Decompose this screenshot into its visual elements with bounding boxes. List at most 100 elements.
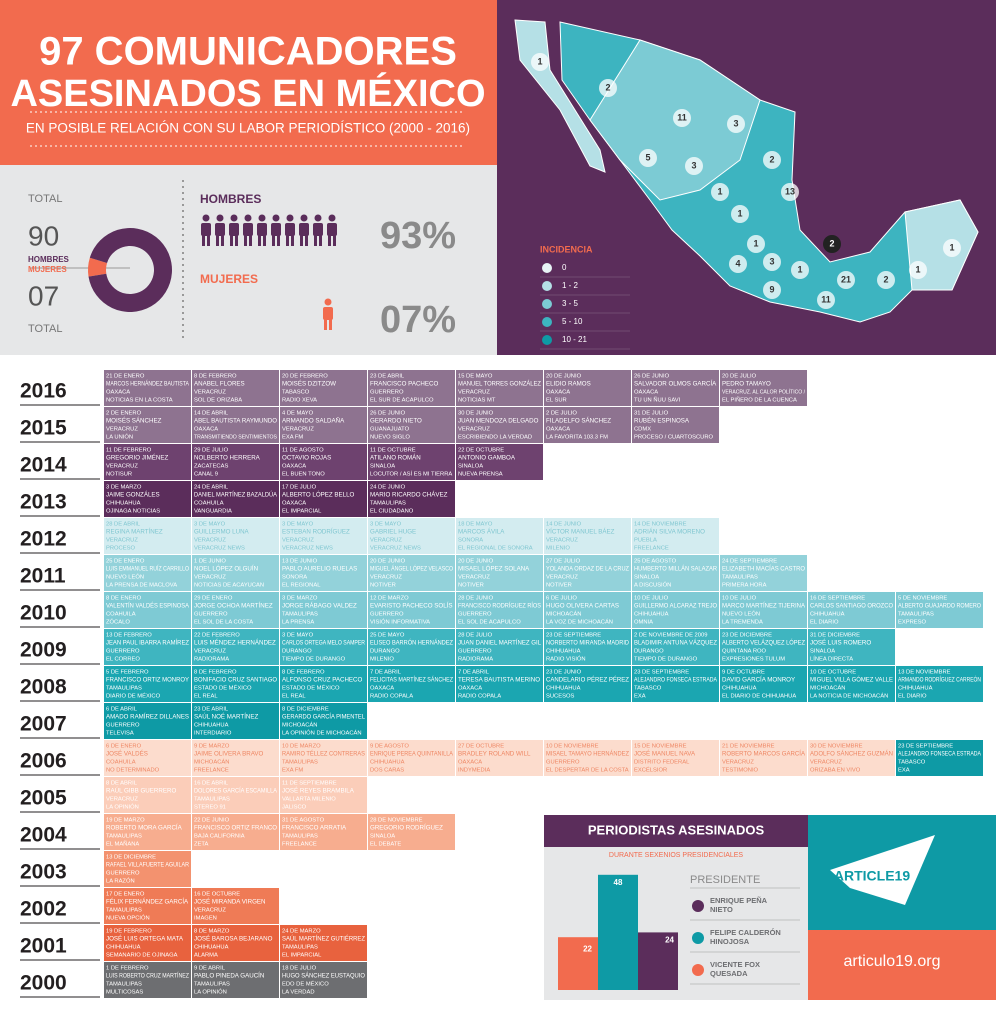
map-marker bbox=[639, 149, 657, 167]
entry-text: VERACRUZ bbox=[810, 760, 842, 766]
entry-text: ARMANDO RODRÍGUEZ CARREÓN bbox=[898, 677, 981, 684]
entry-text: LÍNEA DIRECTA bbox=[810, 656, 853, 663]
icon-body bbox=[201, 223, 211, 236]
entry-text: ATILANO ROMÁN bbox=[370, 455, 421, 462]
entry-text: GUERRERO bbox=[458, 649, 492, 655]
entry-text: 16 DE ABRIL bbox=[194, 781, 229, 787]
entry-text: 14 DE NOVIEMBRE bbox=[634, 522, 687, 528]
entry-text: ANTONIO GAMBOA bbox=[458, 455, 516, 462]
entry-text: NOEL LÓPEZ OLGUÍN bbox=[194, 566, 258, 573]
entry-text: 13 DE DICIEMBRE bbox=[106, 855, 156, 861]
entry-text: VERACRUZ bbox=[546, 575, 578, 581]
entry-text: 8 DE FEBRERO bbox=[194, 670, 237, 676]
map-marker-label: 5 bbox=[645, 152, 650, 162]
entry-text: 7 DE ABRIL bbox=[458, 670, 490, 676]
icon-leg bbox=[277, 235, 280, 246]
entry-text: TABASCO bbox=[898, 760, 926, 766]
entry-text: SINALOA bbox=[370, 834, 395, 840]
map-marker bbox=[599, 79, 617, 97]
entry-text: 2 DE ENERO bbox=[106, 411, 142, 417]
entry-text: DURANGO bbox=[282, 649, 312, 655]
entry-text: EL DESPERTAR DE LA COSTA bbox=[546, 768, 629, 774]
bar bbox=[558, 937, 598, 990]
entry-text: FÉLIX FERNÁNDEZ GARCÍA bbox=[106, 899, 189, 906]
entry-text: 8 DE MARZO bbox=[194, 929, 230, 935]
person-icon bbox=[313, 214, 323, 246]
entry-text: ABEL BAUTISTA RAYMUNDO bbox=[194, 418, 277, 425]
icon-body bbox=[271, 223, 281, 236]
entry-text: TRANSMITIENDO SENTIMIENTOS bbox=[194, 435, 277, 441]
label: TOTAL bbox=[28, 193, 62, 205]
entry-text: SAÚL MARTÍNEZ GUTIÉRREZ bbox=[282, 936, 365, 943]
map-marker bbox=[943, 239, 961, 257]
map-marker-label: 1 bbox=[717, 186, 722, 196]
entry-text: MARCOS HERNÁNDEZ BAUTISTA bbox=[106, 381, 190, 388]
entry-text: 8 DE DICIEMBRE bbox=[282, 707, 329, 713]
entry-cell bbox=[192, 555, 279, 591]
entry-text: MILENIO bbox=[370, 657, 394, 663]
entry-cell bbox=[720, 555, 807, 591]
entry-text: LA VOZ DE MICHOACÁN bbox=[546, 619, 613, 626]
entry-text: EXA bbox=[898, 768, 910, 774]
entry-text: 23 DE ABRIL bbox=[370, 374, 405, 380]
entry-cell bbox=[720, 666, 807, 702]
icon-leg bbox=[216, 235, 219, 246]
icon-head bbox=[272, 214, 280, 222]
entry-text: PUEBLA bbox=[634, 538, 657, 544]
entry-text: FILADELFO SÁNCHEZ bbox=[546, 418, 611, 425]
entry-text: COAHUILA bbox=[194, 501, 224, 507]
entry-text: VERACRUZ bbox=[282, 427, 314, 433]
entry-text: GUILLERMO ALCARAZ TREJO bbox=[634, 603, 717, 610]
icon-body bbox=[299, 223, 309, 236]
year-label: 2008 bbox=[20, 676, 67, 699]
legend-title: INCIDENCIA bbox=[540, 244, 593, 254]
entry-text: 9 DE MARZO bbox=[194, 744, 230, 750]
entry-text: VANGUARDIA bbox=[194, 509, 232, 515]
entry-text: TAMAULIPAS bbox=[282, 834, 318, 840]
entry-text: NUEVA PRENSA bbox=[458, 472, 503, 478]
entry-text: HUMBERTO MILLÁN SALAZAR bbox=[634, 566, 717, 573]
entry-cell bbox=[544, 407, 631, 443]
entry-text: 6 DE JULIO bbox=[546, 596, 577, 602]
entry-text: DANIEL MARTÍNEZ BAZALDÚA bbox=[194, 492, 278, 499]
entry-text: RAÚL GIBB GUERRERO bbox=[106, 788, 176, 795]
icon-leg bbox=[202, 235, 205, 246]
entry-text: ALEJANDRO FONSECA ESTRADA bbox=[898, 751, 982, 758]
map-marker bbox=[729, 255, 747, 273]
entry-text: SINALOA bbox=[634, 575, 659, 581]
entry-text: 27 DE JULIO bbox=[546, 559, 581, 565]
entry-text: DIARIO DE MÉXICO bbox=[106, 693, 161, 700]
entry-text: 16 DE OCTUBRE bbox=[194, 892, 240, 898]
entry-text: 2 DE NOVIEMBRE DE 2009 bbox=[634, 633, 707, 639]
entry-text: NORBERTO MIRANDA MADRID bbox=[546, 640, 629, 647]
entry-cell bbox=[544, 629, 631, 665]
entry-cell bbox=[104, 777, 191, 813]
entry-text: 17 DE ENERO bbox=[106, 892, 145, 898]
person-icon bbox=[215, 214, 225, 246]
icon-body bbox=[257, 223, 267, 236]
icon-body bbox=[327, 223, 337, 236]
entry-text: ENRIQUE PEREA QUINTANILLA bbox=[370, 751, 454, 758]
entry-text: VERACRUZ bbox=[106, 464, 138, 470]
entry-text: NOTICIAS MT bbox=[458, 398, 496, 404]
entry-text: 23 DE SEPTIEMBRE bbox=[546, 633, 601, 639]
entry-cell bbox=[192, 925, 279, 961]
icon-leg bbox=[244, 235, 247, 246]
entry-text: TAMAULIPAS bbox=[282, 945, 318, 951]
entry-text: 20 DE JUNIO bbox=[546, 374, 582, 380]
map-marker-label: 2 bbox=[769, 154, 774, 164]
entry-cell bbox=[192, 962, 279, 998]
entry-text: CANDELARIO PÉREZ PÉREZ bbox=[546, 677, 629, 684]
entry-text: OAXACA bbox=[106, 390, 130, 396]
map-marker-label: 3 bbox=[769, 256, 774, 266]
person-icon bbox=[285, 214, 295, 246]
entry-text: RADIORAMA bbox=[458, 657, 493, 663]
entry-cell bbox=[104, 592, 191, 628]
entry-cell bbox=[280, 407, 367, 443]
label: MUJERES bbox=[28, 265, 67, 274]
chart-title: PERIODISTAS ASESINADOS bbox=[588, 822, 765, 837]
entry-text: VERACRUZ bbox=[370, 575, 402, 581]
entry-text: FRANCISCO PACHECO bbox=[370, 381, 438, 388]
entry-text: 17 DE JULIO bbox=[282, 485, 317, 491]
entry-text: EL CIUDADANO bbox=[370, 509, 414, 515]
